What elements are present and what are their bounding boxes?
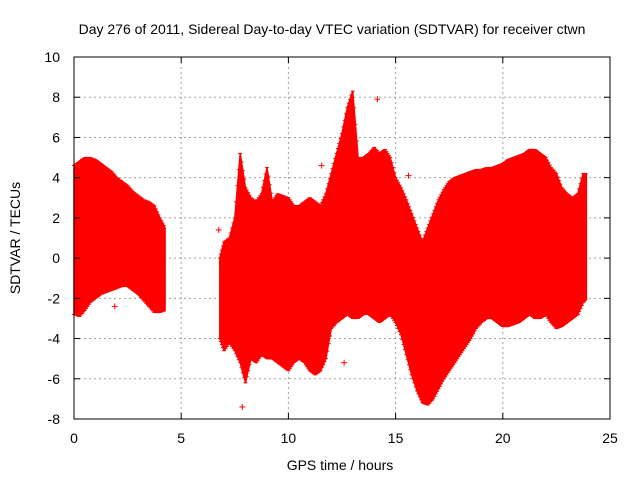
axis-ticks: 0 5 10 15 20 25 -8 -6 -4 -2 0 2 4 6 8 10 [44,49,618,446]
y-tick-label: -8 [48,411,61,427]
y-tick-label: 4 [52,170,60,186]
y-tick-label: 8 [52,89,60,105]
x-tick-label: 25 [602,430,618,446]
y-axis-label: SDTVAR / TECUs [7,182,23,294]
plot-frame [73,56,611,420]
y-tick-label: -6 [48,371,61,387]
y-tick-label: -4 [48,331,61,347]
sdtvar-band [73,156,166,318]
y-tick-label: 0 [52,250,60,266]
y-tick-label: 10 [44,49,60,65]
x-tick-label: 20 [495,430,511,446]
x-axis-label: GPS time / hours [287,457,394,473]
y-tick-label: -2 [48,290,61,306]
data-series [72,90,588,410]
x-tick-label: 15 [388,430,404,446]
y-tick-label: 2 [52,210,60,226]
chart-title: Day 276 of 2011, Sidereal Day-to-day VTE… [79,21,586,37]
x-tick-label: 0 [70,430,78,446]
y-tick-label: 6 [52,129,60,145]
sdtvar-band [219,90,588,406]
x-tick-label: 5 [177,430,185,446]
x-tick-label: 10 [281,430,297,446]
